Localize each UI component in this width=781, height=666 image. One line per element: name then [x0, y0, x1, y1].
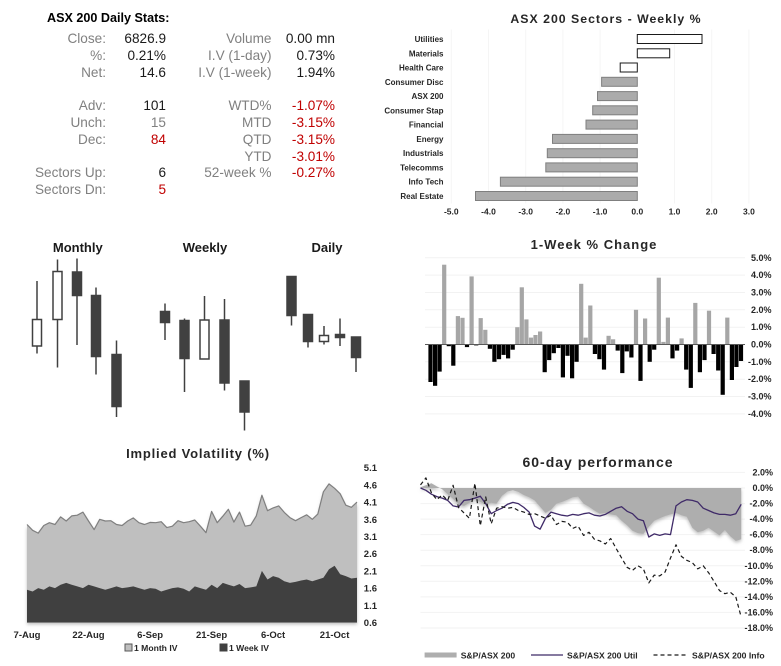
svg-text:7-Aug: 7-Aug [14, 630, 41, 641]
svg-text:60-day performance: 60-day performance [522, 454, 673, 470]
svg-text:-2.0%: -2.0% [749, 499, 773, 509]
svg-text:-5.0: -5.0 [444, 207, 459, 217]
svg-text:S&P/ASX 200 Info: S&P/ASX 200 Info [692, 651, 765, 661]
svg-text:0.0%: 0.0% [751, 340, 772, 350]
svg-text:Real Estate: Real Estate [400, 192, 444, 201]
svg-text:1 Week IV: 1 Week IV [229, 643, 269, 653]
svg-text:Energy: Energy [416, 135, 444, 144]
svg-text:ASX 200 Sectors - Weekly %: ASX 200 Sectors - Weekly % [510, 12, 701, 26]
svg-text:3.0%: 3.0% [751, 288, 772, 298]
svg-text:-2.0: -2.0 [556, 207, 571, 217]
svg-text:S&P/ASX 200 Util: S&P/ASX 200 Util [567, 651, 638, 661]
svg-text:Weekly: Weekly [183, 240, 228, 255]
svg-text:-12.0%: -12.0% [744, 576, 773, 586]
svg-text:3.0: 3.0 [743, 207, 755, 217]
svg-text:Info Tech: Info Tech [409, 178, 444, 187]
svg-text:ASX 200: ASX 200 [411, 92, 444, 101]
svg-text:1-Week % Change: 1-Week % Change [531, 237, 658, 252]
svg-text:0.0: 0.0 [631, 207, 643, 217]
svg-text:-1.0%: -1.0% [748, 357, 772, 367]
svg-text:21-Oct: 21-Oct [320, 630, 350, 641]
svg-text:-14.0%: -14.0% [744, 592, 773, 602]
svg-text:Materials: Materials [409, 49, 444, 58]
svg-text:5.0%: 5.0% [751, 253, 772, 263]
svg-text:21-Sep: 21-Sep [196, 630, 227, 641]
svg-text:Monthly: Monthly [53, 240, 104, 255]
svg-text:-2.0%: -2.0% [748, 374, 772, 384]
svg-text:Consumer Stap: Consumer Stap [384, 106, 443, 115]
svg-text:-6.0%: -6.0% [749, 530, 773, 540]
svg-text:6-Oct: 6-Oct [261, 630, 286, 641]
svg-text:Health Care: Health Care [399, 64, 444, 73]
svg-text:Consumer Disc: Consumer Disc [385, 78, 444, 87]
svg-text:22-Aug: 22-Aug [72, 630, 104, 641]
svg-text:-18.0%: -18.0% [744, 623, 773, 633]
svg-text:Telecomms: Telecomms [400, 163, 444, 172]
svg-text:3.6: 3.6 [364, 515, 377, 526]
svg-text:2.0%: 2.0% [751, 305, 772, 315]
svg-text:0.0%: 0.0% [752, 483, 773, 493]
svg-text:-4.0: -4.0 [481, 207, 496, 217]
svg-text:0.6: 0.6 [364, 618, 377, 629]
svg-text:4.0%: 4.0% [751, 270, 772, 280]
svg-text:1.0: 1.0 [669, 207, 681, 217]
svg-text:4.1: 4.1 [364, 498, 378, 509]
svg-text:3.1: 3.1 [364, 532, 378, 543]
svg-text:4.6: 4.6 [364, 480, 377, 491]
svg-text:2.0%: 2.0% [752, 467, 773, 477]
svg-text:Industrials: Industrials [403, 149, 444, 158]
svg-text:-8.0%: -8.0% [749, 545, 773, 555]
svg-text:2.6: 2.6 [364, 549, 377, 560]
svg-text:-3.0: -3.0 [518, 207, 533, 217]
svg-text:6-Sep: 6-Sep [137, 630, 163, 641]
svg-text:-10.0%: -10.0% [744, 561, 773, 571]
svg-text:1.0%: 1.0% [751, 322, 772, 332]
svg-text:2.1: 2.1 [364, 566, 378, 577]
svg-text:-1.0: -1.0 [593, 207, 608, 217]
svg-text:1 Month IV: 1 Month IV [134, 643, 178, 653]
svg-text:Utilities: Utilities [415, 35, 444, 44]
svg-text:-4.0%: -4.0% [749, 514, 773, 524]
svg-text:2.0: 2.0 [706, 207, 718, 217]
svg-text:-3.0%: -3.0% [748, 392, 772, 402]
svg-text:5.1: 5.1 [364, 463, 378, 474]
svg-text:-16.0%: -16.0% [744, 607, 773, 617]
svg-text:-4.0%: -4.0% [748, 409, 772, 419]
svg-text:S&P/ASX 200: S&P/ASX 200 [461, 651, 516, 661]
svg-text:Implied Volatility (%): Implied Volatility (%) [126, 446, 270, 461]
svg-text:Daily: Daily [311, 240, 343, 255]
svg-text:Financial: Financial [409, 121, 444, 130]
svg-text:1.6: 1.6 [364, 584, 377, 595]
svg-text:1.1: 1.1 [364, 601, 378, 612]
